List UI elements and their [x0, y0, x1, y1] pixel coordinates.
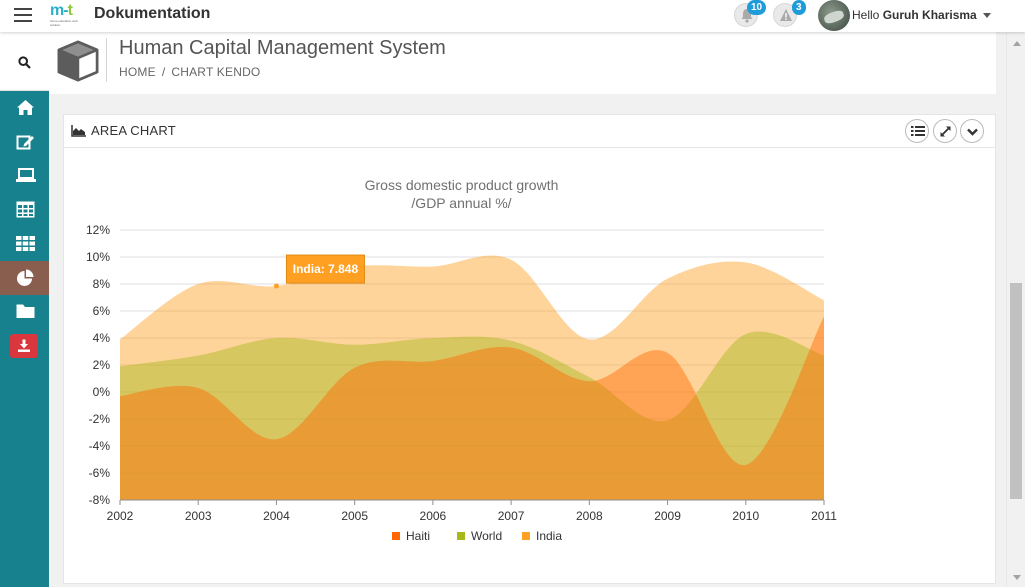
- y-tick-label: -2%: [89, 412, 111, 426]
- y-tick-label: 6%: [93, 304, 111, 318]
- area-chart-icon: [71, 125, 86, 137]
- y-tick-label: 4%: [93, 331, 111, 345]
- x-tick-label: 2007: [498, 509, 525, 523]
- legend-label-world: World: [471, 529, 502, 543]
- expand-button[interactable]: [933, 119, 957, 143]
- collapse-button[interactable]: [960, 119, 984, 143]
- alert-count-badge: 3: [792, 0, 806, 15]
- user-greeting: Hello Guruh Kharisma: [852, 8, 991, 22]
- chart-subtitle: /GDP annual %/: [411, 195, 512, 211]
- breadcrumb-home-link[interactable]: HOME: [119, 65, 156, 79]
- greeting-prefix: Hello: [852, 8, 880, 22]
- sidebar-item-edit[interactable]: [0, 125, 49, 159]
- legend-label-india: India: [536, 529, 562, 543]
- sidebar-search[interactable]: [0, 32, 49, 91]
- edit-icon: [16, 135, 34, 150]
- page-scrollbar[interactable]: [1006, 33, 1025, 587]
- legend-label-haiti: Haiti: [406, 529, 430, 543]
- breadcrumb: HOME / CHART KENDO: [119, 65, 260, 79]
- tooltip-point: [273, 283, 279, 289]
- chart-panel: AREA CHART Gross domestic product growth…: [63, 114, 996, 584]
- expand-icon: [940, 126, 951, 137]
- search-icon: [18, 56, 31, 69]
- x-tick-label: 2002: [107, 509, 134, 523]
- legend-marker-haiti: [392, 532, 400, 540]
- tooltip-box: [285, 254, 365, 284]
- x-tick-label: 2005: [341, 509, 368, 523]
- panel-header: AREA CHART: [64, 115, 995, 148]
- x-tick-label: 2011: [811, 509, 837, 523]
- list-icon: [911, 126, 925, 136]
- breadcrumb-separator: /: [161, 65, 166, 79]
- area-series-haiti: [120, 316, 824, 500]
- logo-caption: home education web solution: [50, 19, 78, 27]
- hamburger-menu-icon[interactable]: [14, 8, 32, 22]
- page-title: Human Capital Management System: [119, 37, 446, 59]
- user-name: Guruh Kharisma: [882, 8, 977, 22]
- tooltip-label: India: 7.848: [293, 262, 359, 276]
- chevron-down-icon: [967, 128, 978, 136]
- x-tick-label: 2003: [185, 509, 212, 523]
- panel-title: AREA CHART: [91, 123, 176, 138]
- laptop-icon: [16, 168, 36, 182]
- sidebar-item-grid[interactable]: [0, 227, 49, 261]
- legend-marker-world: [457, 532, 465, 540]
- sidebar-item-laptop[interactable]: [0, 159, 49, 193]
- area-series-world: [120, 331, 824, 500]
- y-tick-label: 0%: [93, 385, 111, 399]
- scroll-thumb[interactable]: [1010, 283, 1022, 499]
- top-header: m-t home education web solution Dokument…: [0, 0, 1025, 32]
- table-icon: [16, 201, 35, 218]
- x-tick-label: 2004: [263, 509, 290, 523]
- chevron-down-icon: [982, 13, 991, 19]
- grid-icon: [16, 236, 35, 251]
- y-tick-label: -6%: [89, 466, 111, 480]
- y-tick-label: 10%: [86, 250, 110, 264]
- warning-icon: [780, 9, 792, 21]
- page-header: Human Capital Management System HOME / CHA…: [49, 32, 996, 90]
- breadcrumb-current: CHART KENDO: [171, 65, 261, 79]
- app-logo[interactable]: m-t home education web solution: [50, 2, 84, 28]
- x-tick-label: 2010: [732, 509, 759, 523]
- sidebar-item-charts[interactable]: [0, 261, 49, 295]
- area-series-india: [120, 255, 824, 500]
- logo-text: m-t: [50, 2, 73, 19]
- y-tick-label: -4%: [89, 439, 111, 453]
- download-icon: [18, 339, 30, 352]
- notification-bell-button[interactable]: 10: [734, 0, 767, 27]
- y-tick-label: 12%: [86, 223, 110, 237]
- sidebar: [0, 32, 49, 587]
- alerts-button[interactable]: 3: [773, 0, 806, 27]
- list-view-button[interactable]: [905, 119, 929, 143]
- avatar: [818, 0, 850, 31]
- sidebar-item-home[interactable]: [0, 91, 49, 125]
- chart-title: Gross domestic product growth: [364, 177, 559, 193]
- y-tick-label: 2%: [93, 358, 111, 372]
- legend-marker-india: [522, 532, 530, 540]
- sidebar-item-folder[interactable]: [0, 295, 49, 329]
- header-rule: [49, 90, 996, 94]
- header-divider: [106, 38, 107, 82]
- notification-count-badge: 10: [747, 0, 767, 15]
- y-tick-label: -8%: [89, 493, 111, 507]
- scroll-down-icon[interactable]: [1013, 575, 1021, 580]
- folder-icon: [16, 304, 35, 318]
- sidebar-item-table[interactable]: [0, 193, 49, 227]
- app-title: Dokumentation: [94, 5, 211, 22]
- x-tick-label: 2009: [654, 509, 681, 523]
- cube-icon: [57, 40, 99, 82]
- sidebar-item-download[interactable]: [0, 329, 49, 363]
- home-icon: [17, 100, 34, 115]
- y-tick-label: 8%: [93, 277, 111, 291]
- area-chart[interactable]: -8% -6% -4% -2% 0% 2% 4% 6% 8% 10% 12% 2002 2003 2004…: [64, 148, 994, 583]
- pie-chart-icon: [17, 269, 34, 286]
- x-tick-label: 2008: [576, 509, 603, 523]
- scroll-up-icon[interactable]: [1013, 41, 1021, 46]
- download-button[interactable]: [10, 334, 38, 358]
- x-tick-label: 2006: [420, 509, 447, 523]
